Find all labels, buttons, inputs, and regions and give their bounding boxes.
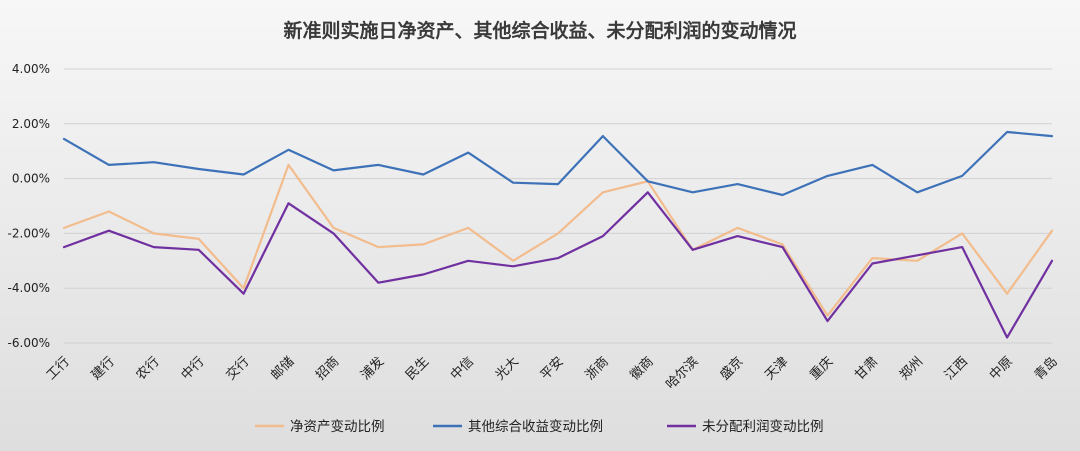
x-tick-label: 郑州	[897, 354, 926, 383]
legend-label: 未分配利润变动比例	[702, 419, 824, 435]
series-lines	[62, 130, 1054, 339]
x-tick-label: 哈尔滨	[663, 354, 702, 393]
y-tick-label: -2.00%	[8, 226, 50, 240]
legend-label: 净资产变动比例	[290, 419, 385, 435]
x-tick-label: 江西	[942, 354, 971, 383]
y-tick-label: 2.00%	[12, 117, 50, 131]
x-tick-label: 民生	[403, 354, 432, 383]
x-tick-label: 浦发	[357, 354, 387, 384]
x-tick-label: 盛京	[717, 354, 746, 383]
series-line	[62, 191, 1054, 339]
series-line	[62, 163, 1054, 317]
y-tick-label: -6.00%	[8, 336, 50, 350]
x-tick-label: 重庆	[807, 354, 837, 384]
x-tick-label: 天津	[762, 354, 791, 383]
y-tick-label: 0.00%	[12, 172, 50, 186]
legend: 净资产变动比例 其他综合收益变动比例 未分配利润变动比例	[255, 419, 824, 435]
x-tick-label: 平安	[538, 354, 567, 383]
chart-title: 新准则实施日净资产、其他综合收益、未分配利润的变动情况	[283, 19, 796, 42]
y-tick-label: 4.00%	[12, 62, 50, 76]
x-tick-label: 徽商	[628, 354, 657, 383]
x-tick-label: 工行	[44, 354, 73, 383]
x-tick-label: 交行	[223, 354, 253, 384]
x-tick-label: 甘肃	[852, 354, 881, 383]
x-tick-label: 农行	[134, 354, 163, 383]
y-tick-label: -4.00%	[8, 281, 50, 295]
x-tick-label: 建行	[89, 354, 118, 383]
x-tick-label: 光大	[493, 354, 522, 383]
x-tick-label: 青岛	[1031, 354, 1061, 384]
x-tick-label: 邮储	[268, 354, 297, 383]
x-tick-label: 招商	[313, 354, 342, 383]
y-axis-ticks: 4.00% 2.00% 0.00% -2.00% -4.00% -6.00%	[8, 62, 50, 350]
x-tick-label: 浙商	[583, 354, 612, 383]
series-line	[62, 130, 1054, 197]
x-tick-label: 中行	[179, 354, 208, 383]
x-axis-ticks: 工行 建行 农行 中行 交行 邮储 招商 浦发 民生 中信 光大 平安 浙商 徽商 哈尔滨 盛京 天津 重庆 甘肃郑…	[44, 354, 1061, 393]
x-tick-label: 中原	[987, 354, 1016, 383]
gridlines	[64, 68, 1052, 344]
legend-label: 其他综合收益变动比例	[468, 419, 603, 435]
x-tick-label: 中信	[448, 354, 477, 383]
